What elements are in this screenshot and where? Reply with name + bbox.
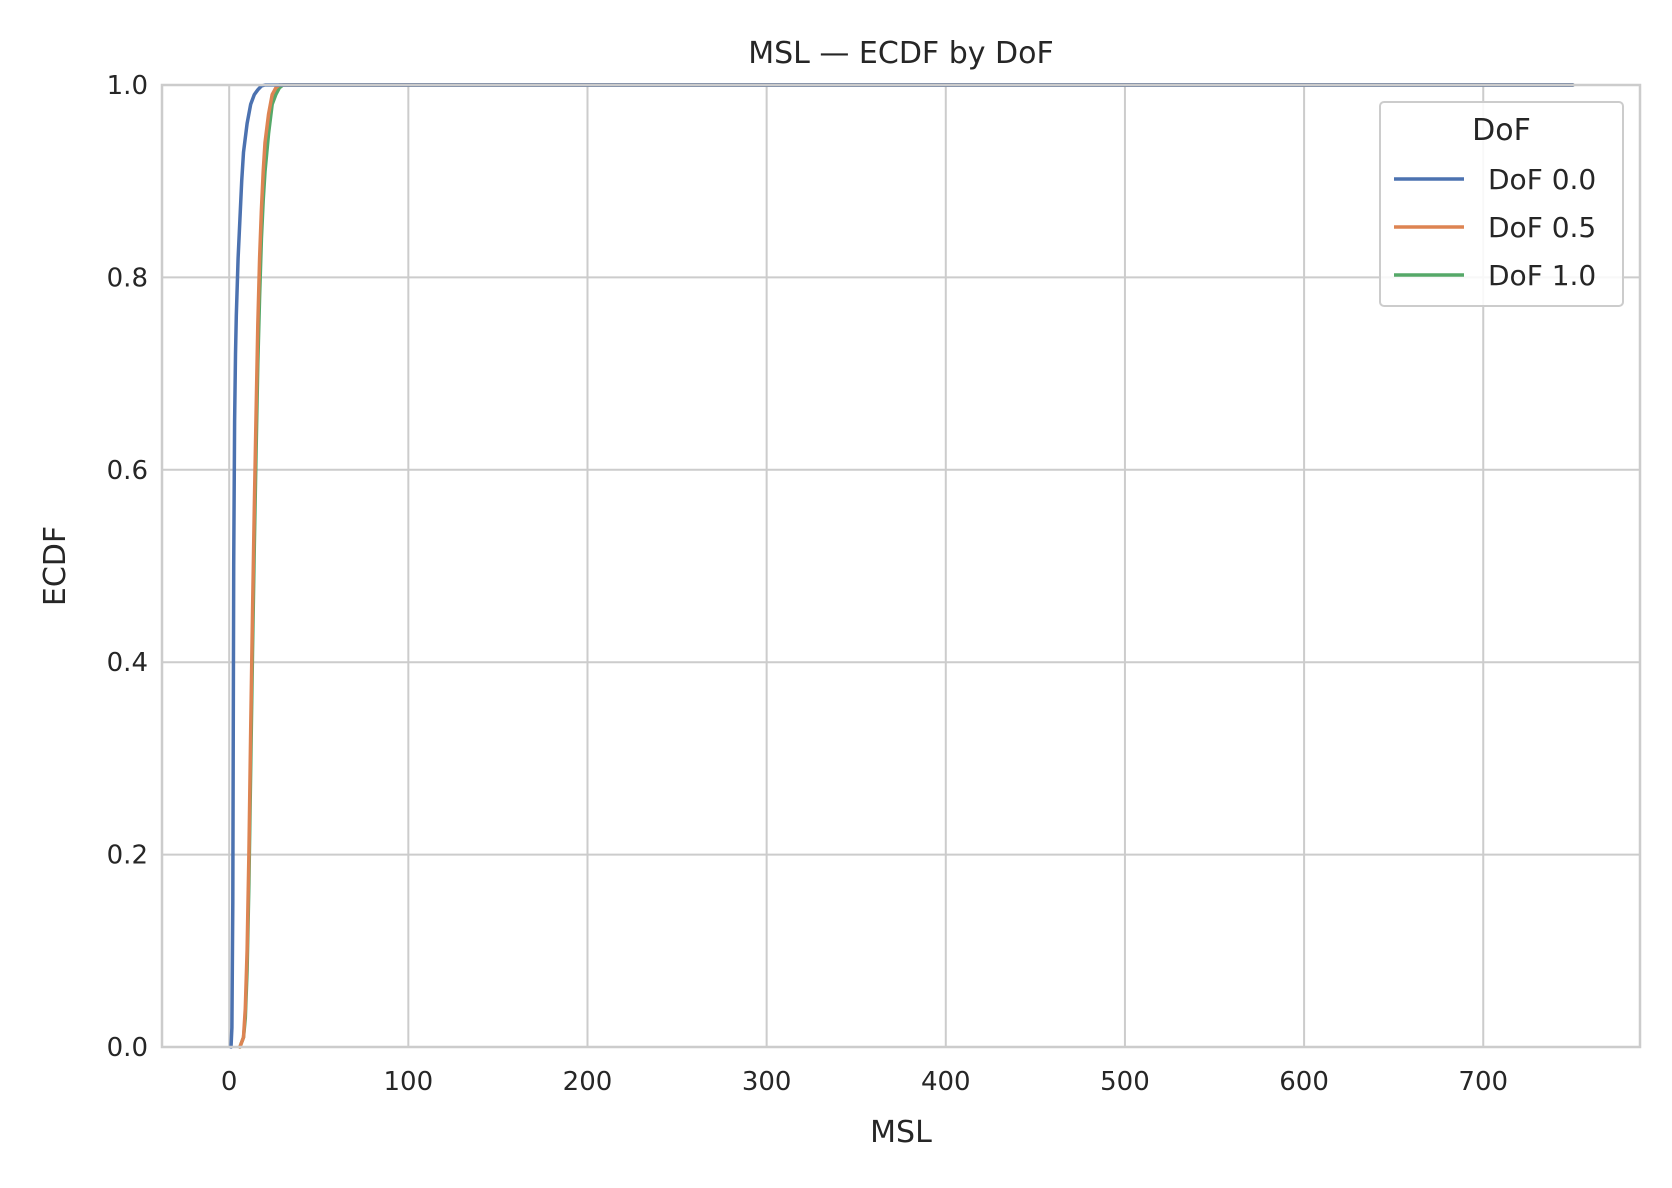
y-tick-label: 1.0 — [107, 71, 148, 101]
series-line-dof-0-5 — [238, 83, 1575, 1049]
y-tick-label: 0.4 — [107, 648, 148, 678]
x-tick-label: 100 — [384, 1067, 434, 1097]
legend-box — [1379, 101, 1624, 307]
x-tick-label: 0 — [221, 1067, 238, 1097]
chart-title: MSL — ECDF by DoF — [748, 36, 1054, 71]
x-tick-label: 200 — [563, 1067, 613, 1097]
y-tick-label: 0.2 — [107, 841, 148, 871]
y-axis-label: ECDF — [38, 526, 73, 606]
legend-label: DoF 0.5 — [1488, 211, 1596, 244]
y-tick-label: 0.0 — [107, 1033, 148, 1063]
x-tick-label: 500 — [1100, 1067, 1150, 1097]
plot-frame — [160, 83, 1642, 1049]
x-tick-label: 400 — [921, 1067, 971, 1097]
legend-label: DoF 1.0 — [1488, 259, 1596, 292]
x-tick-label: 300 — [742, 1067, 792, 1097]
series-line-dof-0-0 — [229, 83, 1575, 1049]
legend: DoF DoF 0.0 DoF 0.5 DoF 1.0 — [1379, 101, 1624, 307]
x-tick-label: 700 — [1458, 1067, 1508, 1097]
x-tick-label: 600 — [1279, 1067, 1329, 1097]
legend-title: DoF — [1472, 113, 1531, 148]
series-lines — [229, 83, 1575, 1049]
x-axis-label: MSL — [870, 1115, 932, 1150]
y-tick-label: 0.8 — [107, 263, 148, 293]
tick-labels: 0 100 200 300 400 500 600 700 0.0 0.2 0.4 0.6 0.8 1.0 — [107, 71, 1508, 1097]
y-tick-label: 0.6 — [107, 456, 148, 486]
legend-label: DoF 0.0 — [1488, 163, 1596, 196]
